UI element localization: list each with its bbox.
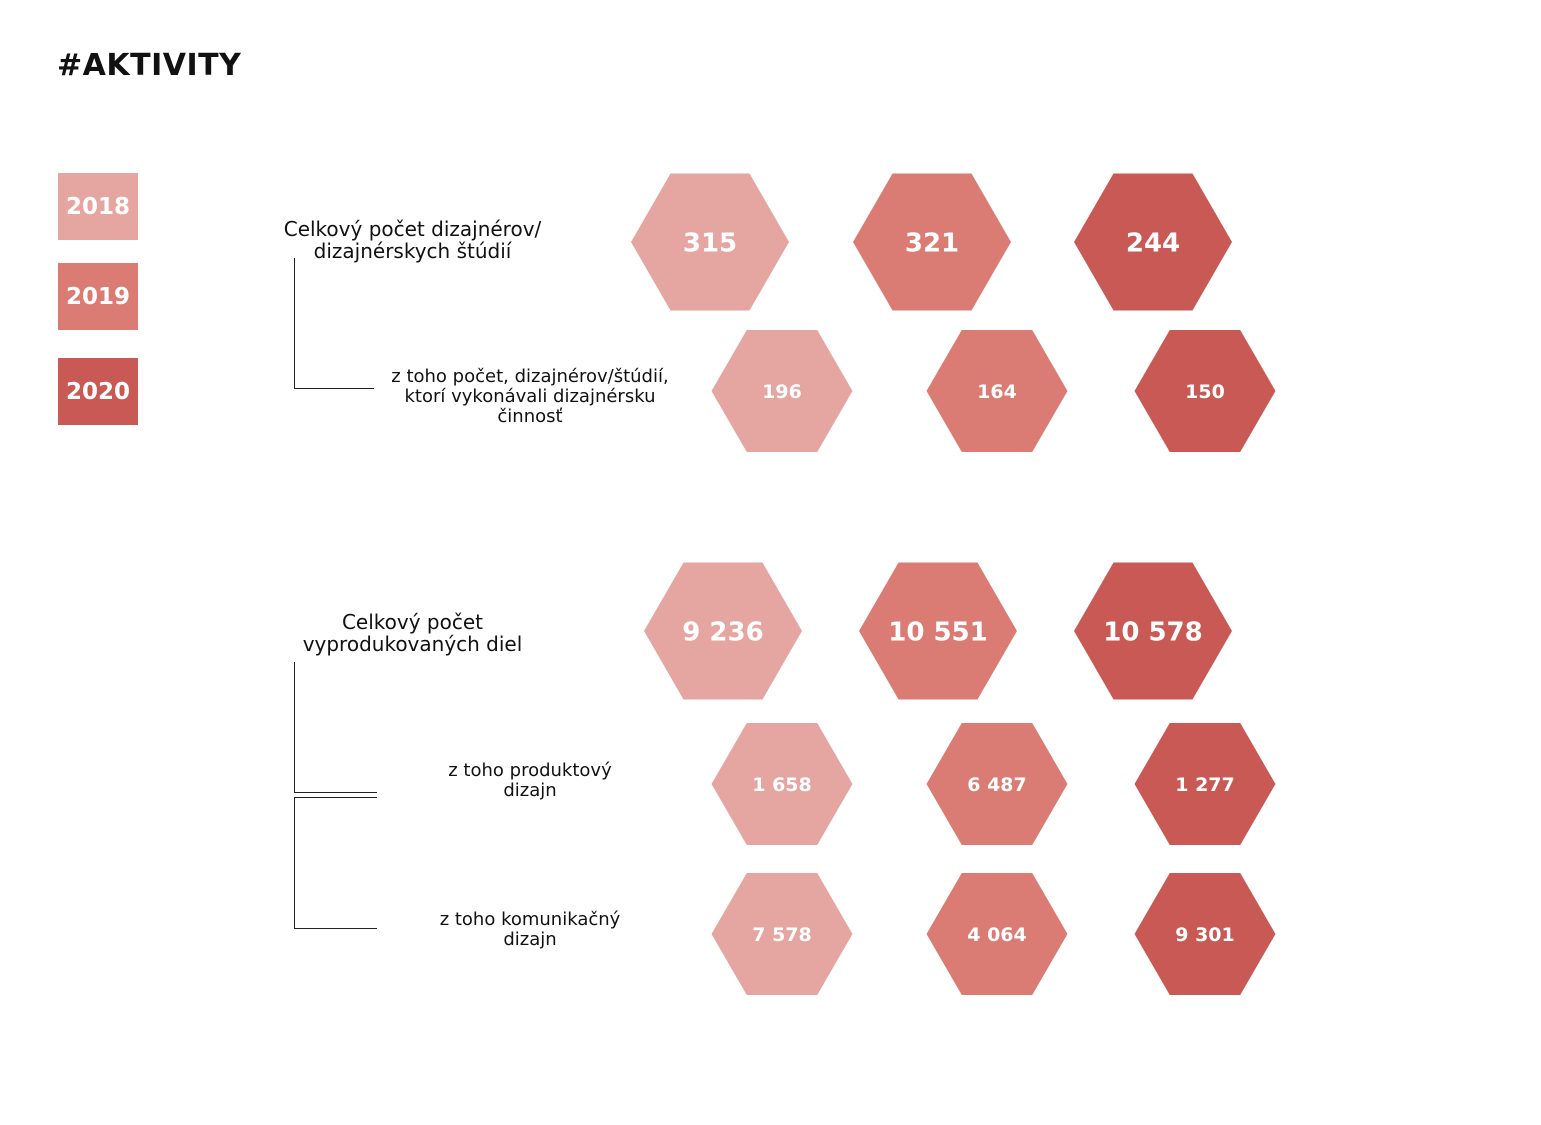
label-total-works: Celkový počet vyprodukovaných diel	[302, 610, 523, 656]
label-total-designers: Celkový počet dizajnérov/ dizajnérskych …	[283, 217, 542, 263]
bracket-tick	[294, 797, 377, 798]
value-label-2018-row-4: 1 658	[752, 774, 812, 796]
hexagon-2020-row-4	[1134, 723, 1276, 845]
value-label-2019-row-1: 321	[905, 228, 959, 258]
hexagon-2018-row-4	[711, 723, 853, 845]
value-label-2018-row-5: 7 578	[752, 924, 812, 946]
hexagon-2020-row-2	[1134, 330, 1276, 452]
hexagon-2020-row-3	[1074, 562, 1232, 700]
value-label-2019-row-5: 4 064	[967, 924, 1027, 946]
label-product-design: z toho produktový dizajn	[448, 760, 612, 801]
bracket-tick	[294, 928, 377, 929]
bracket-tick	[294, 792, 377, 793]
bracket-line	[294, 258, 295, 388]
value-label-2019-row-2: 164	[977, 381, 1017, 403]
bracket-line	[294, 662, 295, 792]
hexagon-2019-row-3	[859, 562, 1017, 700]
bracket-tick	[294, 388, 374, 389]
hexagon-2020-row-1	[1074, 173, 1232, 311]
value-label-2018-row-1: 315	[683, 228, 737, 258]
hexagon-2019-row-5	[926, 873, 1068, 995]
value-label-2020-row-3: 10 578	[1103, 617, 1203, 647]
hexagon-2018-row-1	[631, 173, 789, 311]
bracket-line	[294, 797, 295, 928]
page-title: #AKTIVITY	[57, 48, 242, 83]
hexagon-2019-row-1	[853, 173, 1011, 311]
value-label-2020-row-2: 150	[1185, 381, 1225, 403]
value-label-2018-row-3: 9 236	[682, 617, 763, 647]
value-label-2019-row-4: 6 487	[967, 774, 1027, 796]
value-label-2018-row-2: 196	[762, 381, 802, 403]
label-active-designers: z toho počet, dizajnérov/štúdií, ktorí v…	[391, 366, 669, 427]
hexagon-2019-row-2	[926, 330, 1068, 452]
hexagon-2019-row-4	[926, 723, 1068, 845]
label-communication-design: z toho komunikačný dizajn	[439, 909, 621, 950]
hexagon-2018-row-5	[711, 873, 853, 995]
legend-2018: 2018	[58, 173, 138, 240]
value-label-2019-row-3: 10 551	[888, 617, 988, 647]
hexagon-2018-row-3	[644, 562, 802, 700]
hexagon-2018-row-2	[711, 330, 853, 452]
legend-2019: 2019	[58, 263, 138, 330]
value-label-2020-row-4: 1 277	[1175, 774, 1235, 796]
value-label-2020-row-1: 244	[1126, 228, 1180, 258]
hexagon-2020-row-5	[1134, 873, 1276, 995]
value-label-2020-row-5: 9 301	[1175, 924, 1235, 946]
legend-2020: 2020	[58, 358, 138, 425]
